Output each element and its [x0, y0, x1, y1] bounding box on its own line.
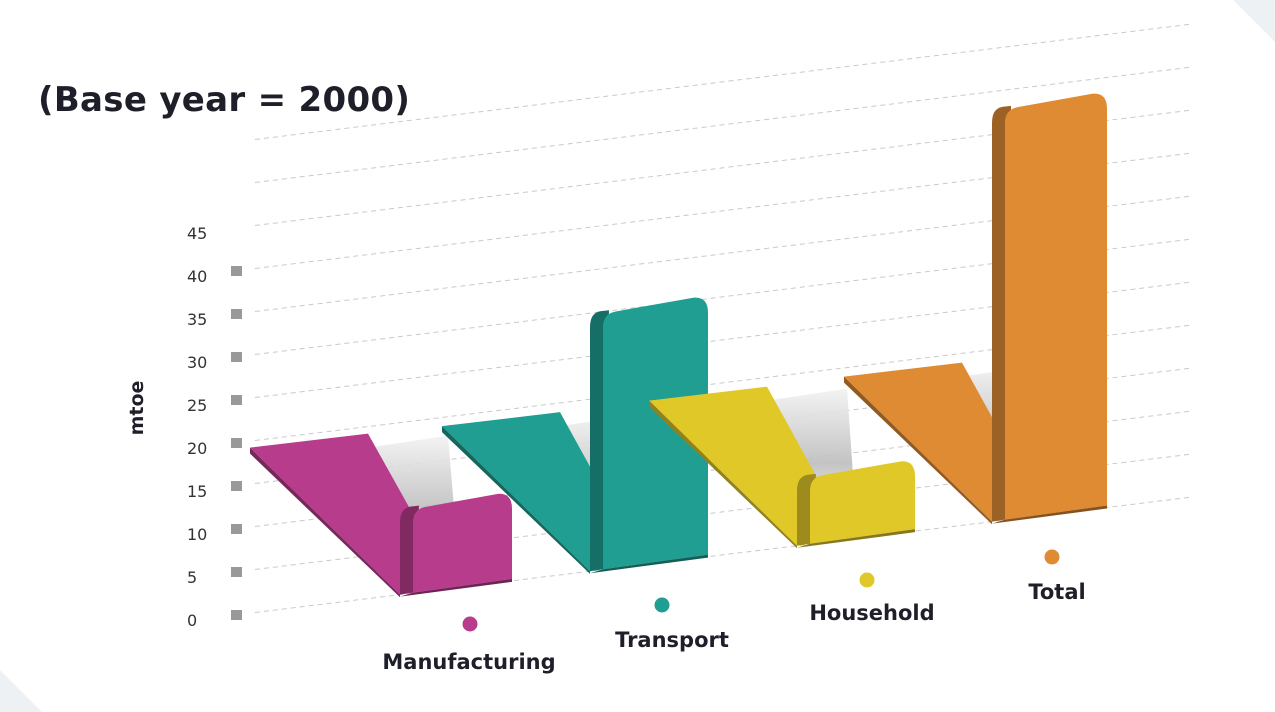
category-label: Total [1028, 580, 1085, 604]
bar-front [810, 461, 915, 544]
bar-front [603, 297, 708, 570]
bar-manufacturing [250, 433, 512, 598]
bar-base-edge [797, 529, 915, 548]
category-label: Manufacturing [382, 650, 555, 674]
bar-foot [250, 433, 430, 595]
category-label: Household [809, 601, 934, 625]
bar-household [649, 386, 915, 549]
bar-foot [844, 362, 1022, 522]
bar-front [1005, 93, 1107, 520]
bar-foot-edge [844, 376, 992, 525]
gridline [254, 23, 1193, 141]
bar-base-edge [590, 554, 708, 574]
category-marker [859, 572, 875, 588]
y-tick-label: 35 [187, 310, 207, 329]
y-tick-marker [231, 266, 242, 276]
category-label: Transport [615, 628, 729, 652]
y-tick-marker [231, 352, 242, 362]
bar-foot-edge [250, 447, 400, 598]
bar-foot-edge [649, 400, 797, 549]
y-tick-label: 30 [187, 353, 207, 372]
bar-front [413, 493, 512, 593]
y-tick-marker [231, 610, 242, 620]
gridline [254, 66, 1193, 184]
y-axis: mtoe 0 5 10 15 20 25 30 35 40 45 [126, 224, 242, 630]
y-tick-label: 40 [187, 267, 207, 286]
y-tick-marker [231, 567, 242, 577]
y-tick-label: 10 [187, 525, 207, 544]
y-tick-marker [231, 309, 242, 319]
y-tick-label: 15 [187, 482, 207, 501]
y-tick-marker [231, 481, 242, 491]
category-labels: Manufacturing Transport Household Total [382, 549, 1086, 674]
y-tick-label: 45 [187, 224, 207, 243]
y-tick-marker [231, 438, 242, 448]
y-tick-marker [231, 395, 242, 405]
bar-base-edge [400, 578, 512, 597]
bar-base-edge [992, 505, 1107, 524]
category-marker [462, 616, 478, 632]
y-tick-label: 25 [187, 396, 207, 415]
y-tick-label: 5 [187, 568, 197, 587]
bar-total [844, 93, 1107, 525]
y-tick-marker [231, 524, 242, 534]
bars [250, 93, 1107, 598]
bar-foot [649, 386, 827, 546]
bar-foot [442, 412, 620, 572]
y-axis-label: mtoe [126, 381, 148, 436]
y-tick-label: 20 [187, 439, 207, 458]
bar-transport [442, 297, 708, 574]
bar-foot-edge [442, 426, 590, 574]
chart-title: (Base year = 2000) [38, 80, 411, 120]
category-marker [1044, 549, 1060, 565]
y-tick-label: 0 [187, 611, 197, 630]
category-marker [654, 597, 670, 613]
